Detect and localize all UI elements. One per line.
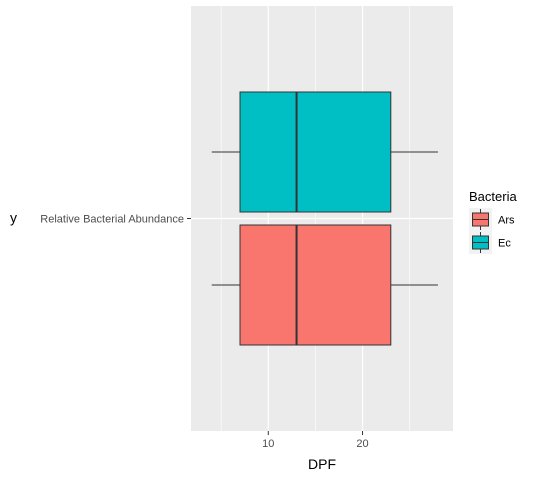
- grid: [191, 6, 453, 431]
- x-tick-label: 10: [262, 438, 274, 450]
- x-tick-label: 20: [356, 438, 368, 450]
- box-ec: [211, 91, 438, 213]
- y-axis-title: y: [10, 210, 17, 226]
- box-ars: [211, 224, 438, 346]
- x-axis: 10 20: [262, 431, 369, 450]
- legend-label: Ec: [498, 238, 511, 250]
- box-body: [239, 91, 392, 213]
- boxes: [211, 91, 438, 346]
- y-category-label: Relative Bacterial Abundance: [40, 214, 184, 226]
- box-body: [239, 224, 392, 346]
- legend-item-ec: Ec: [469, 231, 511, 254]
- x-axis-title: DPF: [308, 456, 336, 472]
- legend-item-ars: Ars: [469, 208, 515, 231]
- legend-title: Bacteria: [469, 189, 517, 204]
- legend: Bacteria Ars Ec: [469, 189, 517, 254]
- legend-label: Ars: [498, 215, 515, 227]
